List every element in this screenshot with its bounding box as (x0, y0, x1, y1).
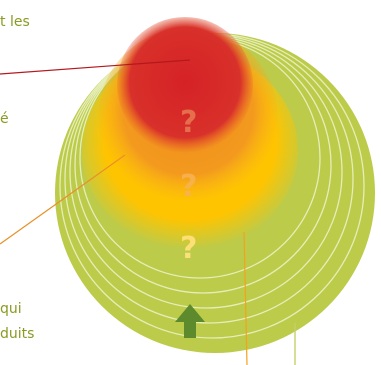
red-core (117, 17, 253, 153)
label-top: t les (0, 14, 30, 30)
up-arrow-icon (175, 304, 205, 338)
leader-line-orange (0, 154, 126, 245)
question-mark-orange: ? (180, 169, 197, 204)
question-mark-yellow: ? (180, 231, 197, 266)
question-mark-red: ? (180, 105, 197, 140)
leader-line-yellow (243, 231, 248, 365)
label-middle: é (0, 111, 9, 127)
label-bottom-2: duits (0, 326, 35, 342)
leader-line-red (0, 59, 191, 75)
label-bottom-1: qui (0, 301, 22, 317)
